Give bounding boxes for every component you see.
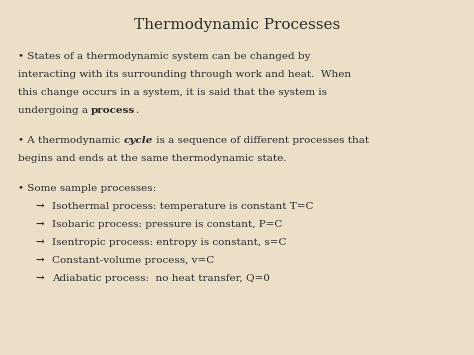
Text: cycle: cycle (124, 136, 153, 145)
Text: begins and ends at the same thermodynamic state.: begins and ends at the same thermodynami… (18, 154, 286, 163)
Text: Constant-volume process, v=C: Constant-volume process, v=C (52, 256, 214, 265)
Text: Isobaric process: pressure is constant, P=C: Isobaric process: pressure is constant, … (52, 220, 283, 229)
Text: • Some sample processes:: • Some sample processes: (18, 184, 156, 193)
Text: Thermodynamic Processes: Thermodynamic Processes (134, 18, 340, 32)
Text: →: → (35, 274, 44, 283)
Text: undergoing a: undergoing a (18, 106, 91, 115)
Text: is a sequence of different processes that: is a sequence of different processes tha… (153, 136, 369, 145)
Text: Isentropic process: entropy is constant, s=C: Isentropic process: entropy is constant,… (52, 238, 286, 247)
Text: →: → (35, 220, 44, 229)
Text: Adiabatic process:  no heat transfer, Q=0: Adiabatic process: no heat transfer, Q=0 (52, 274, 270, 283)
Text: process: process (91, 106, 136, 115)
Text: interacting with its surrounding through work and heat.  When: interacting with its surrounding through… (18, 70, 351, 79)
Text: Isothermal process: temperature is constant T=C: Isothermal process: temperature is const… (52, 202, 313, 211)
Text: • States of a thermodynamic system can be changed by: • States of a thermodynamic system can b… (18, 52, 310, 61)
Text: →: → (35, 202, 44, 211)
Text: • A thermodynamic: • A thermodynamic (18, 136, 124, 145)
Text: this change occurs in a system, it is said that the system is: this change occurs in a system, it is sa… (18, 88, 327, 97)
Text: →: → (35, 238, 44, 247)
Text: →: → (35, 256, 44, 265)
Text: .: . (136, 106, 139, 115)
